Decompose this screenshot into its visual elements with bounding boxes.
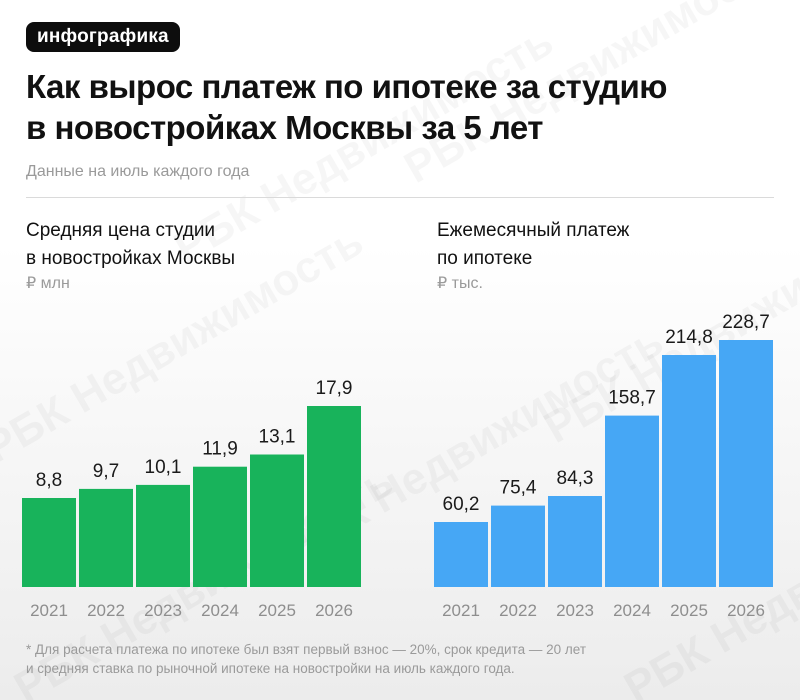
title-line-2: в новостройках Москвы за 5 лет [26,109,543,146]
payment-value-label: 214,8 [665,327,713,348]
left-chart-title: Средняя цена студии в новостройках Москв… [26,217,235,273]
payment-bar-2026 [719,340,773,587]
left-chart-unit: ₽ млн [26,275,70,292]
price-value-label: 9,7 [93,461,119,482]
price-bar-2022 [79,488,133,587]
payment-value-label: 84,3 [557,468,594,489]
payment-bar-2023 [548,496,602,587]
payment-value-label: 228,7 [722,312,770,333]
page-title: Как вырос платеж по ипотеке за студию в … [26,66,766,148]
price-year-tick-label: 2025 [258,601,296,620]
price-value-label: 10,1 [145,457,182,478]
right-chart-title-line-1: Ежемесячный платеж [437,220,630,241]
payment-year-tick-label: 2021 [442,601,480,620]
divider [26,197,774,198]
price-value-label: 13,1 [259,427,296,448]
payment-bar-2024 [605,415,659,587]
price-value-label: 17,9 [316,378,353,399]
payment-bar-2025 [662,355,716,587]
payment-bar-2021 [434,522,488,587]
right-chart-unit: ₽ тыс. [437,275,483,292]
price-year-tick-label: 2026 [315,601,353,620]
payment-value-label: 60,2 [443,494,480,515]
price-year-tick-label: 2024 [201,601,239,620]
payment-year-tick-label: 2022 [499,601,537,620]
price-year-tick-label: 2021 [30,601,68,620]
payment-bar-2022 [491,505,545,587]
subtitle: Данные на июль каждого года [26,163,250,180]
payment-year-tick-label: 2023 [556,601,594,620]
footnote-line-1: * Для расчета платежа по ипотеке был взя… [26,642,586,657]
title-line-1: Как вырос платеж по ипотеке за студию [26,68,667,105]
left-chart-title-line-1: Средняя цена студии [26,220,216,241]
payment-year-tick-label: 2025 [670,601,708,620]
category-badge: инфографика [26,22,180,52]
price-bar-2024 [193,466,247,587]
price-value-label: 11,9 [202,439,238,460]
payment-year-tick-label: 2026 [727,601,765,620]
footnote-line-2: и средняя ставка по рыночной ипотеке на … [26,661,515,676]
right-chart-title-line-2: по ипотеке [437,248,533,269]
price-year-tick-label: 2022 [87,601,125,620]
left-chart-title-line-2: в новостройках Москвы [26,248,236,269]
payment-year-tick-label: 2024 [613,601,651,620]
footnote: * Для расчета платежа по ипотеке был взя… [26,640,786,678]
price-value-label: 8,8 [36,470,62,491]
right-chart-title: Ежемесячный платеж по ипотеке [437,217,629,273]
price-year-tick-label: 2023 [144,601,182,620]
payment-value-label: 158,7 [608,388,656,409]
price-bar-2026 [307,406,361,587]
payment-value-label: 75,4 [500,478,537,499]
price-bar-2021 [22,498,76,587]
price-bar-2025 [250,454,304,587]
price-bar-2023 [136,484,190,587]
